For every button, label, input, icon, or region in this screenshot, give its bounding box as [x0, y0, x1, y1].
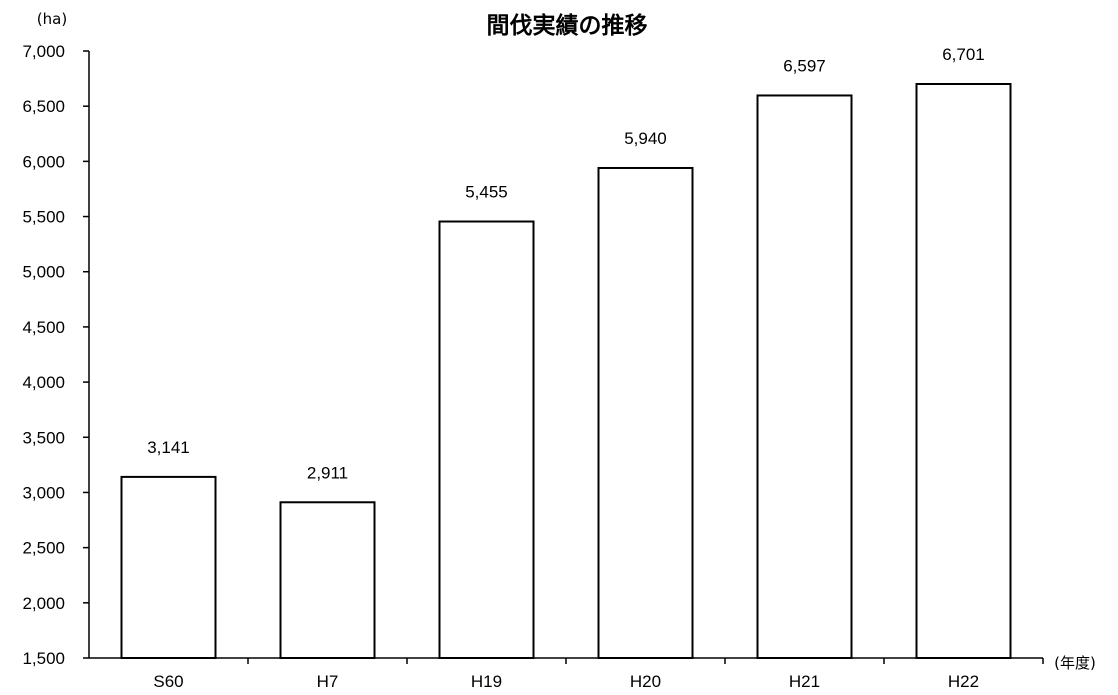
bar-h20 [597, 166, 694, 660]
y-tick-label: 5,500 [22, 208, 65, 227]
y-tick-label: 1,500 [22, 649, 65, 668]
value-label: 3,141 [147, 438, 190, 457]
y-tick-label: 2,500 [22, 539, 65, 558]
x-axis: S60 H7 H19 H20 H21 H22 [89, 657, 1044, 691]
y-tick-label: 5,000 [22, 263, 65, 282]
y-axis: 1,500 2,000 2,500 3,000 3,500 4,000 4,500 5,000… [22, 42, 90, 668]
x-axis-unit-label: (年度) [1054, 654, 1096, 672]
chart-title: 間伐実績の推移 [487, 12, 648, 39]
y-axis-unit-label: (ha) [37, 10, 67, 28]
x-tick-label: H22 [948, 672, 979, 691]
x-tick-label: H7 [317, 672, 339, 691]
value-label: 5,940 [624, 129, 667, 148]
bar-h21 [756, 94, 853, 659]
data-labels: 3,141 2,911 5,455 5,940 6,597 6,701 [147, 45, 985, 482]
value-label: 5,455 [465, 183, 508, 202]
bar-h7 [279, 501, 376, 659]
x-tick-label: H19 [471, 672, 502, 691]
value-label: 6,597 [783, 56, 826, 75]
x-tick-label: H21 [789, 672, 820, 691]
value-label: 6,701 [942, 45, 985, 64]
y-tick-label: 6,000 [22, 152, 65, 171]
y-tick-label: 3,500 [22, 428, 65, 447]
value-label: 2,911 [307, 463, 348, 482]
x-tick-label: H20 [630, 672, 661, 691]
y-tick-label: 2,000 [22, 594, 65, 613]
bar-s60 [120, 475, 217, 659]
bars [120, 82, 1012, 660]
y-tick-label: 7,000 [22, 42, 65, 61]
bar-h19 [438, 220, 535, 660]
y-tick-label: 4,500 [22, 318, 65, 337]
y-tick-label: 6,500 [22, 97, 65, 116]
y-tick-label: 4,000 [22, 373, 65, 392]
x-tick-label: S60 [153, 672, 183, 691]
y-tick-label: 3,000 [22, 483, 65, 502]
bar-h22 [915, 82, 1012, 660]
